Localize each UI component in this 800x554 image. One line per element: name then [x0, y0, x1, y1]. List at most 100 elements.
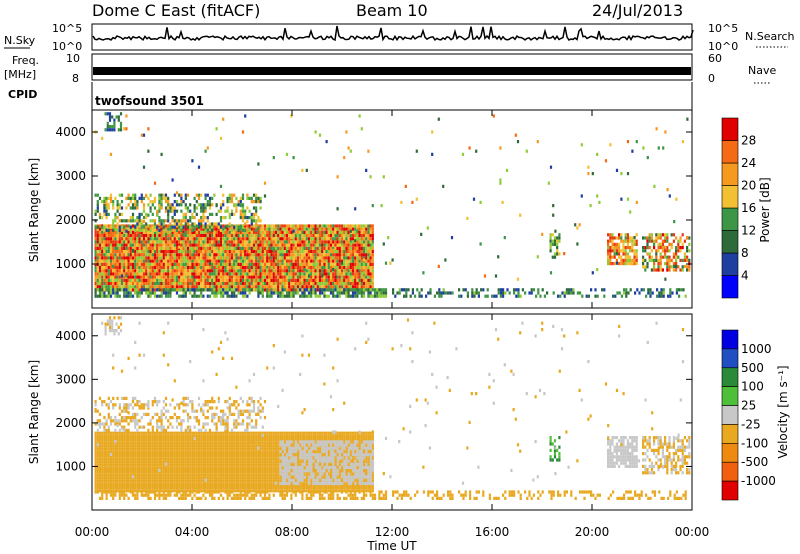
- range-cell: [107, 240, 110, 244]
- range-cell: [360, 275, 363, 279]
- range-cell: [378, 288, 381, 292]
- range-cell: [274, 262, 278, 266]
- range-cell: [347, 146, 350, 150]
- range-cell: [255, 246, 258, 250]
- range-cell: [142, 466, 146, 470]
- range-cell: [314, 253, 317, 257]
- range-cell: [354, 278, 357, 282]
- range-cell: [195, 200, 198, 204]
- range-cell: [167, 438, 170, 442]
- range-cell: [283, 285, 286, 289]
- range-cell: [96, 482, 99, 486]
- range-cell: [272, 278, 275, 282]
- range-cell: [539, 294, 542, 298]
- range-cell: [136, 431, 139, 435]
- range-cell: [294, 266, 297, 270]
- range-cell: [266, 224, 269, 228]
- range-cell: [338, 253, 341, 257]
- range-cell: [502, 294, 505, 298]
- range-cell: [299, 272, 302, 276]
- range-cell: [118, 262, 121, 266]
- range-cell: [613, 252, 616, 256]
- range-cell: [327, 256, 330, 260]
- range-cell: [263, 285, 267, 289]
- range-cell: [140, 237, 143, 241]
- range-cell: [371, 262, 374, 266]
- range-cell: [145, 253, 148, 257]
- range-cell: [105, 470, 108, 474]
- range-cell: [169, 234, 172, 238]
- range-cell: [541, 288, 544, 292]
- range-cell: [140, 476, 143, 480]
- range-cell: [125, 444, 128, 448]
- range-cell: [365, 272, 368, 276]
- range-cell: [101, 234, 104, 238]
- range-cell: [259, 234, 262, 238]
- range-cell: [230, 240, 234, 244]
- range-cell: [259, 278, 262, 282]
- range-cell: [622, 249, 625, 253]
- range-cell: [145, 222, 148, 226]
- range-cell: [217, 269, 220, 273]
- range-cell: [164, 466, 168, 470]
- range-cell: [246, 253, 249, 257]
- range-cell: [193, 222, 196, 226]
- range-cell: [248, 196, 251, 200]
- range-cell: [626, 172, 630, 176]
- range-cell: [444, 258, 447, 262]
- range-cell: [160, 278, 163, 282]
- range-cell: [351, 291, 355, 295]
- range-cell: [235, 294, 238, 298]
- colorbar-swatch: [721, 117, 739, 141]
- range-cell: [226, 262, 229, 266]
- range-cell: [129, 243, 132, 247]
- range-cell: [299, 253, 302, 257]
- range-cell: [158, 476, 161, 480]
- range-cell: [175, 479, 179, 483]
- range-cell: [431, 130, 434, 134]
- range-cell: [149, 269, 152, 273]
- range-cell: [327, 250, 330, 254]
- range-cell: [340, 237, 344, 241]
- range-cell: [171, 275, 174, 279]
- range-cell: [471, 294, 474, 298]
- range-cell: [140, 243, 143, 247]
- range-cell: [114, 447, 117, 451]
- range-cell: [202, 206, 205, 210]
- range-cell: [151, 203, 154, 207]
- range-cell: [112, 291, 115, 295]
- range-cell: [237, 225, 240, 229]
- range-cell: [237, 266, 240, 270]
- range-cell: [255, 282, 258, 286]
- range-cell: [477, 291, 480, 295]
- range-cell: [138, 216, 141, 220]
- range-cell: [211, 282, 214, 286]
- range-cell: [206, 193, 209, 197]
- range-cell: [180, 460, 183, 464]
- range-cell: [129, 466, 132, 470]
- range-cell: [301, 230, 304, 234]
- range-cell: [171, 434, 174, 438]
- range-cell: [208, 272, 212, 276]
- range-cell: [191, 434, 194, 438]
- range-cell: [677, 249, 680, 253]
- range-cell: [114, 466, 117, 470]
- range-cell: [336, 282, 339, 286]
- range-cell: [219, 272, 223, 276]
- range-cell: [189, 470, 192, 474]
- range-cell: [167, 216, 170, 220]
- range-cell: [160, 272, 163, 276]
- range-cell: [191, 269, 194, 273]
- range-cell: [371, 269, 374, 273]
- range-cell: [184, 482, 187, 486]
- range-cell: [307, 259, 311, 263]
- range-cell: [217, 285, 220, 289]
- range-cell: [277, 278, 280, 282]
- range-cell: [635, 262, 638, 266]
- range-cell: [661, 246, 664, 250]
- range-cell: [332, 240, 335, 244]
- range-cell: [235, 275, 238, 279]
- range-cell: [171, 444, 174, 448]
- range-cell: [96, 253, 99, 257]
- range-cell: [145, 225, 148, 229]
